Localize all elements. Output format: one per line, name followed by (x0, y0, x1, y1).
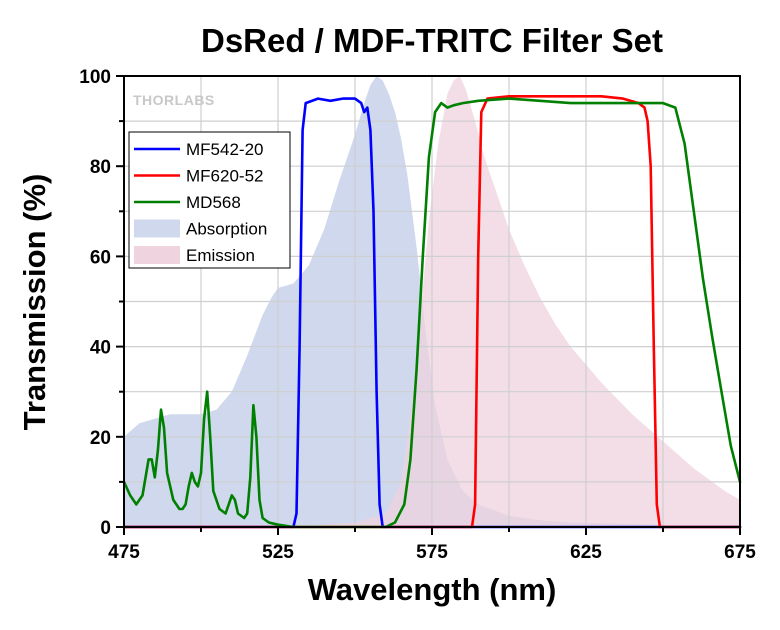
md568-line (122, 97, 742, 529)
y-tick-label: 40 (90, 338, 111, 359)
legend-label-md568: MD568 (186, 193, 241, 212)
y-tick-label: 80 (90, 157, 111, 178)
legend-label-mf620-52: MF620-52 (186, 167, 263, 186)
y-tick-labels: 0 20 40 60 80 100 (79, 67, 111, 539)
y-axis-label: Transmission (%) (17, 174, 52, 431)
x-tick-label: 475 (108, 542, 140, 563)
chart-title: DsRed / MDF-TRITC Filter Set (201, 22, 663, 59)
legend: MF542-20 MF620-52 MD568 Absorption Emission (128, 131, 291, 269)
legend-label-mf542-20: MF542-20 (186, 140, 263, 159)
line-series-layer (122, 95, 742, 529)
legend-label-emission: Emission (186, 246, 255, 265)
legend-swatch-absorption (134, 219, 180, 238)
x-tick-label: 525 (262, 542, 294, 563)
y-tick-label: 100 (79, 67, 111, 88)
x-tick-label: 625 (570, 542, 602, 563)
y-tick-label: 0 (100, 518, 111, 539)
legend-box (128, 131, 291, 269)
x-axis-label: Wavelength (nm) (308, 572, 557, 607)
axis-ticks (116, 75, 741, 535)
y-tick-label: 20 (90, 428, 111, 449)
legend-label-absorption: Absorption (186, 220, 267, 239)
mf542-20-line (122, 97, 742, 529)
x-tick-label: 675 (724, 542, 756, 563)
grid-lines (124, 76, 740, 527)
thorlabs-logo: THORLABS (133, 92, 215, 108)
legend-swatch-emission (134, 246, 180, 264)
x-tick-label: 575 (416, 542, 448, 563)
mf620-52-line (122, 95, 742, 529)
x-tick-labels: 475 525 575 625 675 (108, 542, 756, 563)
y-tick-label: 60 (90, 247, 111, 268)
